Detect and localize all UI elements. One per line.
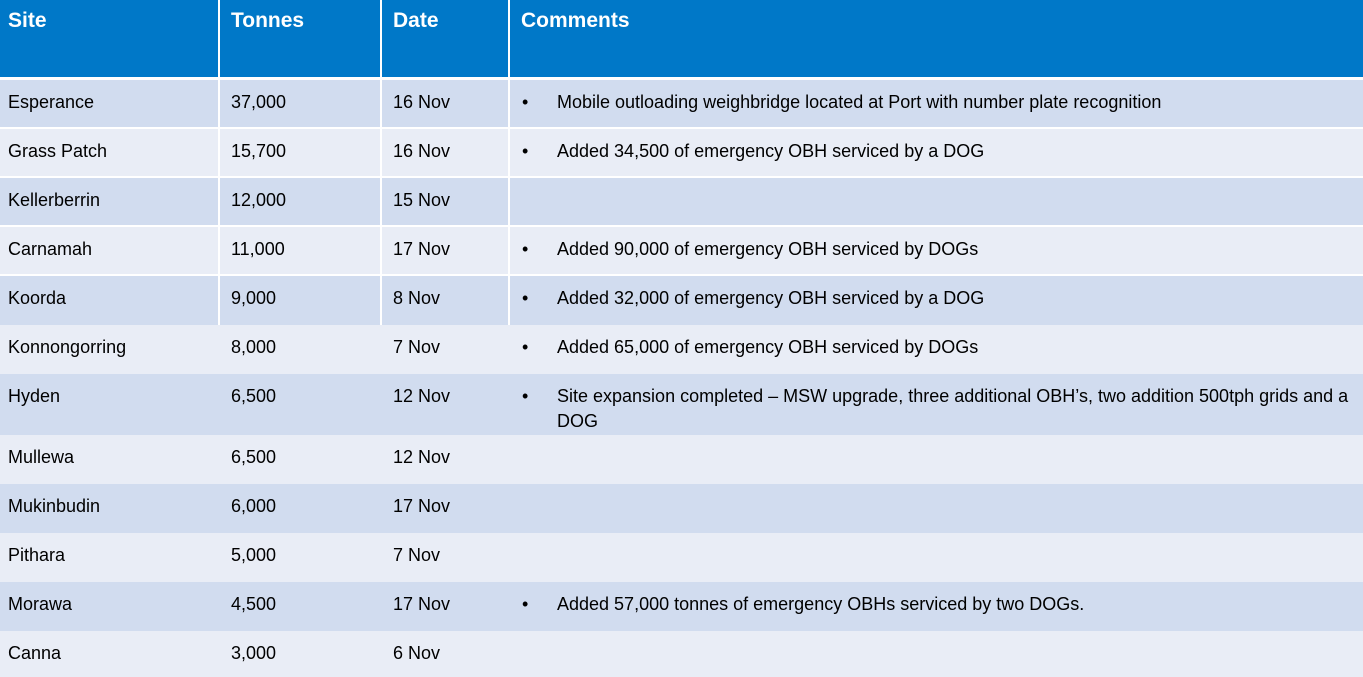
table-cell-comment: • Added 32,000 of emergency OBH serviced… [510, 276, 1363, 325]
table-cell-site: Esperance [0, 80, 220, 129]
table-cell-tonnes: 15,700 [220, 129, 382, 178]
table-cell-site: Konnongorring [0, 325, 220, 374]
table-cell-tonnes: 5,000 [220, 533, 382, 582]
table-cell-date: 7 Nov [382, 325, 510, 374]
table-cell-site: Pithara [0, 533, 220, 582]
table-cell-date: 8 Nov [382, 276, 510, 325]
header-tonnes: Tonnes [220, 0, 382, 80]
table-cell-tonnes: 8,000 [220, 325, 382, 374]
bullet-icon: • [522, 92, 529, 112]
table-cell-comment: • Added 90,000 of emergency OBH serviced… [510, 227, 1363, 276]
table-cell-tonnes: 3,000 [220, 631, 382, 677]
table-cell-tonnes: 11,000 [220, 227, 382, 276]
table-cell-site: Mullewa [0, 435, 220, 484]
table-cell-comment [510, 631, 1363, 677]
table-cell-tonnes: 12,000 [220, 178, 382, 227]
table-cell-comment: • Added 65,000 of emergency OBH serviced… [510, 325, 1363, 374]
table-cell-site: Morawa [0, 582, 220, 631]
bullet-icon: • [522, 141, 529, 161]
table-cell-comment: • Mobile outloading weighbridge located … [510, 80, 1363, 129]
header-date: Date [382, 0, 510, 80]
table-cell-comment [510, 435, 1363, 484]
table-cell-date: 17 Nov [382, 227, 510, 276]
table-cell-date: 15 Nov [382, 178, 510, 227]
comment-text: Site expansion completed – MSW upgrade, … [557, 386, 1349, 431]
table-cell-comment: • Site expansion completed – MSW upgrade… [510, 374, 1363, 435]
table-cell-site: Koorda [0, 276, 220, 325]
bullet-icon: • [522, 337, 529, 357]
header-comments: Comments [510, 0, 1363, 80]
table-cell-date: 16 Nov [382, 80, 510, 129]
table-cell-date: 12 Nov [382, 435, 510, 484]
table-cell-tonnes: 6,500 [220, 435, 382, 484]
table-cell-site: Hyden [0, 374, 220, 435]
table-cell-date: 12 Nov [382, 374, 510, 435]
bullet-icon: • [522, 386, 529, 406]
table-cell-comment: • Added 57,000 tonnes of emergency OBHs … [510, 582, 1363, 631]
comment-text: Mobile outloading weighbridge located at… [557, 92, 1162, 112]
table-cell-date: 17 Nov [382, 484, 510, 533]
bullet-icon: • [522, 239, 529, 259]
header-site: Site [0, 0, 220, 80]
table-cell-date: 17 Nov [382, 582, 510, 631]
table-cell-site: Canna [0, 631, 220, 677]
table-cell-site: Grass Patch [0, 129, 220, 178]
table-cell-tonnes: 4,500 [220, 582, 382, 631]
bullet-icon: • [522, 288, 529, 308]
table-cell-date: 6 Nov [382, 631, 510, 677]
comment-text: Added 65,000 of emergency OBH serviced b… [557, 337, 979, 357]
comment-text: Added 32,000 of emergency OBH serviced b… [557, 288, 985, 308]
comment-text: Added 34,500 of emergency OBH serviced b… [557, 141, 985, 161]
table-cell-tonnes: 6,000 [220, 484, 382, 533]
table-cell-date: 16 Nov [382, 129, 510, 178]
table-cell-comment: • Added 34,500 of emergency OBH serviced… [510, 129, 1363, 178]
table-cell-tonnes: 37,000 [220, 80, 382, 129]
comment-text: Added 57,000 tonnes of emergency OBHs se… [557, 594, 1085, 614]
table-cell-comment [510, 178, 1363, 227]
comment-text: Added 90,000 of emergency OBH serviced b… [557, 239, 979, 259]
bullet-icon: • [522, 594, 529, 614]
table-cell-site: Carnamah [0, 227, 220, 276]
table-cell-comment [510, 533, 1363, 582]
table-cell-site: Mukinbudin [0, 484, 220, 533]
table-cell-comment [510, 484, 1363, 533]
table-cell-site: Kellerberrin [0, 178, 220, 227]
table-cell-tonnes: 6,500 [220, 374, 382, 435]
table-cell-date: 7 Nov [382, 533, 510, 582]
table-cell-tonnes: 9,000 [220, 276, 382, 325]
